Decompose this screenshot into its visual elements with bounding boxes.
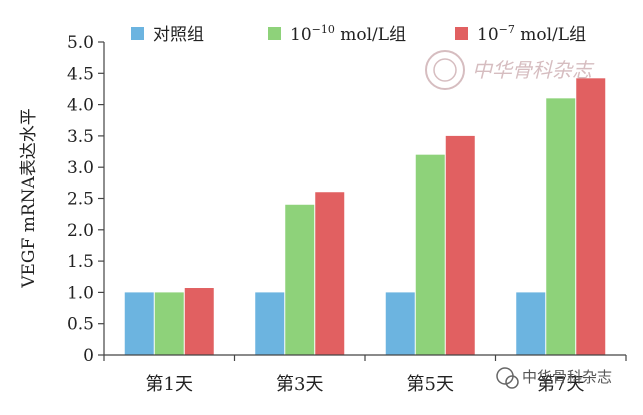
- y-axis: 0 0.5 1.0 1.5 2.0 2.5 3.0 3.5 4.0 4.5 5.0: [67, 33, 105, 366]
- y-tick-label: 4.0: [67, 96, 94, 116]
- y-tick-label: 3.0: [67, 158, 94, 178]
- legend-label: 对照组: [153, 25, 204, 45]
- watermark-bottom-text: 中华骨科杂志: [522, 368, 612, 386]
- x-axis: 第1天 第3天 第5天 第7天: [103, 354, 627, 395]
- y-tick-label: 1.0: [67, 283, 94, 303]
- watermark-seal: 中华骨科杂志: [425, 50, 595, 90]
- chart-legend: 对照组 10−10 mol/L组 10−7 mol/L组: [131, 23, 586, 45]
- y-tick-label: 2.5: [67, 190, 94, 210]
- y-axis-title: VEGF mRNA表达水平: [19, 108, 39, 289]
- watermark-seal-text: 中华骨科杂志: [472, 58, 595, 82]
- y-tick-label: 3.5: [67, 127, 94, 147]
- legend-swatch: [131, 27, 144, 40]
- bar: [154, 292, 184, 355]
- bar: [315, 192, 345, 355]
- bar: [184, 288, 214, 355]
- bars: [124, 78, 606, 356]
- bar: [415, 154, 445, 355]
- legend-swatch: [455, 27, 468, 40]
- bar: [285, 204, 315, 355]
- bar: [124, 292, 154, 355]
- bar: [445, 135, 475, 355]
- bar: [576, 78, 606, 356]
- y-tick-label: 0.5: [67, 315, 94, 335]
- y-tick-label: 1.5: [67, 252, 94, 272]
- bar: [546, 98, 576, 355]
- watermark-bottom: 中华骨科杂志: [496, 367, 612, 389]
- x-tick-label: 第5天: [407, 374, 454, 395]
- bar: [516, 292, 546, 355]
- legend-label: 10−7 mol/L组: [477, 23, 586, 45]
- bar: [385, 292, 415, 355]
- y-tick-label: 2.0: [67, 221, 94, 241]
- legend-swatch: [268, 27, 281, 40]
- x-tick-label: 第7天: [537, 374, 584, 395]
- y-tick-label: 5.0: [67, 33, 94, 53]
- y-tick-label: 4.5: [67, 64, 94, 84]
- legend-label: 10−10 mol/L组: [290, 23, 406, 45]
- y-tick-label: 0: [83, 346, 94, 366]
- x-tick-label: 第1天: [146, 374, 193, 395]
- x-tick-label: 第3天: [276, 374, 323, 395]
- bar: [255, 292, 285, 355]
